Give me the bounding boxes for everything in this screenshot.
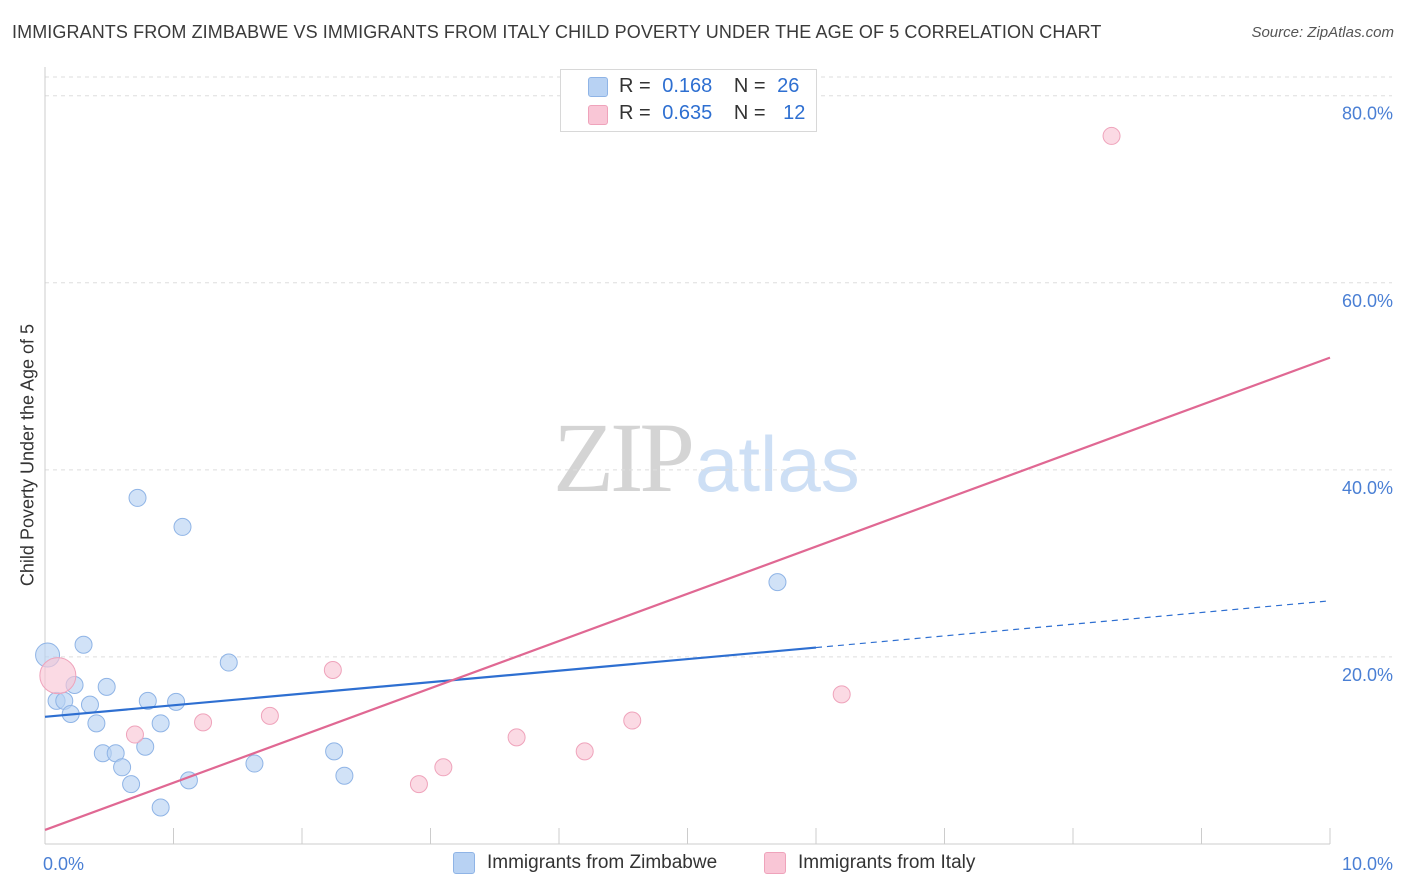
data-point <box>434 758 453 777</box>
data-point <box>219 653 238 672</box>
legend-r-label: R = <box>619 102 651 124</box>
series-legend: Immigrants from Zimbabwe Immigrants from… <box>0 852 1406 878</box>
y-tick-label: 80.0% <box>1342 104 1393 124</box>
x-tick-label: 10.0% <box>1342 854 1393 874</box>
legend-swatch-italy <box>588 105 608 125</box>
trend-line-extension <box>815 600 1331 649</box>
data-point <box>125 725 144 744</box>
data-point <box>409 775 428 794</box>
data-point <box>323 661 342 680</box>
data-point <box>97 677 116 696</box>
correlation-legend: R = 0.168 N = 26 R = 0.635 N = 12 <box>560 69 817 132</box>
legend-r-value: 0.168 <box>662 75 713 97</box>
watermark-atlas: atlas <box>695 420 860 508</box>
data-point <box>194 713 213 732</box>
legend-r-label: R = <box>619 75 651 97</box>
data-point <box>1102 126 1121 145</box>
data-point <box>260 706 279 725</box>
data-point <box>87 714 106 733</box>
data-point <box>507 728 526 747</box>
series-legend-italy: Immigrants from Italy <box>764 852 975 874</box>
x-tick-label: 0.0% <box>43 854 84 874</box>
data-point <box>325 742 344 761</box>
series-legend-swatch-italy <box>764 852 786 874</box>
data-point <box>173 517 192 536</box>
data-point <box>623 711 642 730</box>
legend-n-label: N = <box>733 75 766 97</box>
data-point <box>575 742 594 761</box>
data-point <box>151 798 170 817</box>
data-point <box>128 488 147 507</box>
data-point <box>151 714 170 733</box>
series-legend-zimbabwe: Immigrants from Zimbabwe <box>453 852 717 874</box>
data-point <box>136 737 155 756</box>
legend-swatch-zimbabwe <box>588 77 608 97</box>
data-point <box>80 695 99 714</box>
legend-n-value: 26 <box>777 75 800 97</box>
series-legend-label: Immigrants from Zimbabwe <box>487 852 718 873</box>
data-point <box>167 692 186 711</box>
trend-line <box>44 646 817 718</box>
data-point <box>122 775 141 794</box>
data-point <box>832 685 851 704</box>
trend-line <box>44 356 1331 832</box>
y-tick-label: 40.0% <box>1342 478 1393 498</box>
data-point <box>74 635 93 654</box>
data-point <box>113 758 132 777</box>
data-point <box>245 754 264 773</box>
data-point <box>335 766 354 785</box>
chart-title: IMMIGRANTS FROM ZIMBABWE VS IMMIGRANTS F… <box>12 22 1102 42</box>
data-point <box>768 573 787 592</box>
legend-row-zimbabwe: R = 0.168 N = 26 <box>619 75 799 98</box>
data-point <box>138 691 157 710</box>
source-label: Source: ZipAtlas.com <box>1251 24 1394 41</box>
series-legend-swatch-zimbabwe <box>453 852 475 874</box>
watermark-zip: ZIP <box>553 402 695 513</box>
legend-n-value: 12 <box>783 102 806 124</box>
legend-r-value: 0.635 <box>662 102 713 124</box>
legend-n-label: N = <box>733 102 766 124</box>
y-tick-label: 20.0% <box>1342 665 1393 685</box>
series-legend-label: Immigrants from Italy <box>798 852 976 873</box>
y-tick-label: 60.0% <box>1342 291 1393 311</box>
data-point <box>39 657 77 695</box>
watermark: ZIPatlas <box>553 400 860 515</box>
legend-row-italy: R = 0.635 N = 12 <box>619 102 805 125</box>
